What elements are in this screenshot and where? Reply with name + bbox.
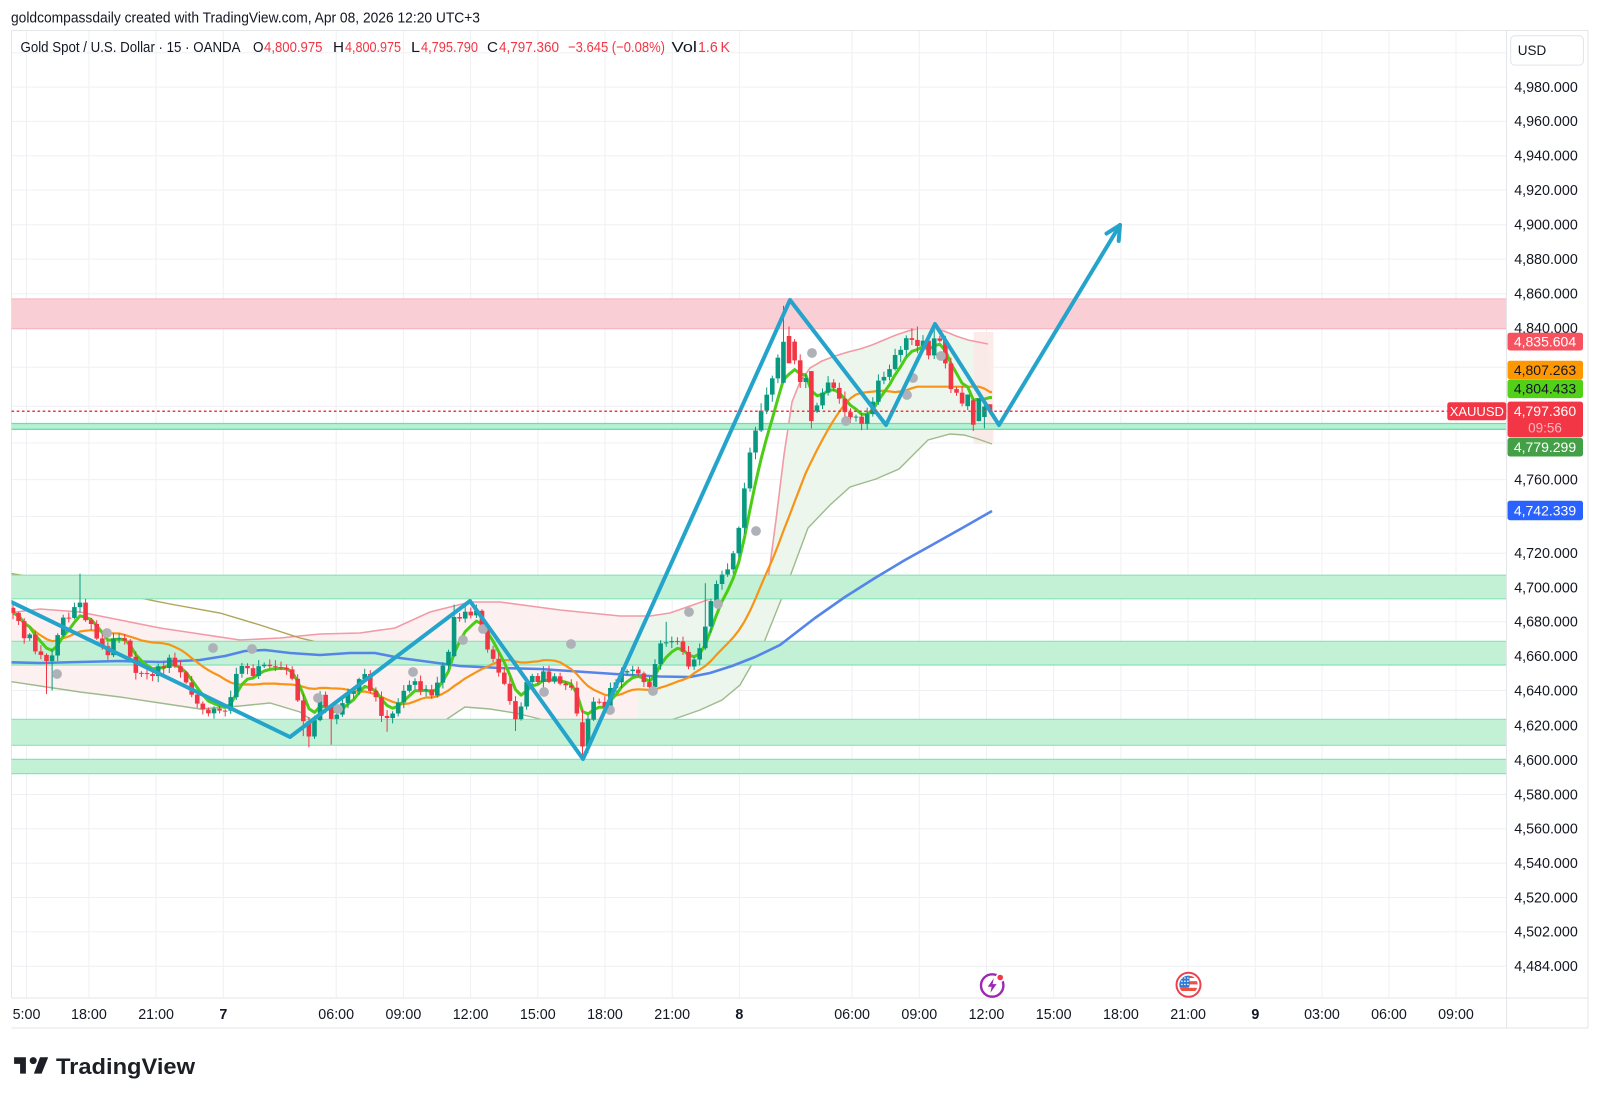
svg-text:21:00: 21:00 <box>654 1007 690 1023</box>
svg-text:4,960.000: 4,960.000 <box>1514 114 1578 130</box>
svg-text:4,920.000: 4,920.000 <box>1514 183 1578 199</box>
svg-text:12:00: 12:00 <box>453 1007 489 1023</box>
svg-text:4,835.604: 4,835.604 <box>1514 333 1576 349</box>
svg-text:21:00: 21:00 <box>138 1007 174 1023</box>
svg-text:4,779.299: 4,779.299 <box>1514 439 1576 455</box>
svg-text:4,940.000: 4,940.000 <box>1514 149 1578 165</box>
svg-text:4,600.000: 4,600.000 <box>1514 753 1578 769</box>
svg-text:4,520.000: 4,520.000 <box>1514 890 1578 906</box>
svg-text:8: 8 <box>735 1007 743 1023</box>
svg-text:06:00: 06:00 <box>1371 1007 1407 1023</box>
svg-text:4,620.000: 4,620.000 <box>1514 719 1578 735</box>
svg-text:12:00: 12:00 <box>969 1007 1005 1023</box>
svg-text:C: C <box>487 39 498 56</box>
svg-text:4,660.000: 4,660.000 <box>1514 649 1578 665</box>
svg-text:03:00: 03:00 <box>1304 1007 1340 1023</box>
svg-text:4,560.000: 4,560.000 <box>1514 822 1578 838</box>
svg-text:1.6 K: 1.6 K <box>698 39 730 56</box>
svg-text:4,804.433: 4,804.433 <box>1514 381 1576 397</box>
svg-text:4,720.000: 4,720.000 <box>1514 546 1578 562</box>
svg-text:4,880.000: 4,880.000 <box>1514 252 1578 268</box>
svg-text:XAUUSD: XAUUSD <box>1450 404 1504 419</box>
svg-text:18:00: 18:00 <box>1103 1007 1139 1023</box>
svg-text:goldcompassdaily created with: goldcompassdaily created with TradingVie… <box>11 10 480 27</box>
svg-text:4,580.000: 4,580.000 <box>1514 787 1578 803</box>
svg-text:4,540.000: 4,540.000 <box>1514 856 1578 872</box>
svg-text:4,502.000: 4,502.000 <box>1514 925 1578 941</box>
svg-text:09:00: 09:00 <box>1438 1007 1474 1023</box>
svg-text:4,795.790: 4,795.790 <box>421 39 478 56</box>
svg-text:4,700.000: 4,700.000 <box>1514 580 1578 596</box>
svg-text:06:00: 06:00 <box>318 1007 354 1023</box>
svg-text:TradingView: TradingView <box>56 1054 196 1079</box>
svg-text:9: 9 <box>1251 1007 1259 1023</box>
svg-text:4,640.000: 4,640.000 <box>1514 683 1578 699</box>
svg-text:4,800.975: 4,800.975 <box>345 39 401 56</box>
svg-text:−3.645 (−0.08%): −3.645 (−0.08%) <box>568 39 665 56</box>
svg-text:15:00: 15:00 <box>520 1007 556 1023</box>
svg-text:4,900.000: 4,900.000 <box>1514 218 1578 234</box>
svg-text:7: 7 <box>219 1007 227 1023</box>
svg-text:4,484.000: 4,484.000 <box>1514 959 1578 975</box>
svg-text:09:56: 09:56 <box>1528 420 1562 435</box>
svg-text:4,742.339: 4,742.339 <box>1514 502 1576 518</box>
svg-text:Vol: Vol <box>672 39 698 56</box>
svg-text:4,680.000: 4,680.000 <box>1514 615 1578 631</box>
svg-text:Gold Spot / U.S. Dollar · 15 ·: Gold Spot / U.S. Dollar · 15 · OANDA <box>21 39 241 56</box>
svg-text:USD: USD <box>1518 43 1547 58</box>
svg-text:4,807.263: 4,807.263 <box>1514 362 1576 378</box>
svg-text:18:00: 18:00 <box>587 1007 623 1023</box>
svg-text:09:00: 09:00 <box>901 1007 937 1023</box>
svg-text:5:00: 5:00 <box>13 1007 41 1023</box>
svg-text:4,800.975: 4,800.975 <box>264 39 323 56</box>
svg-text:4,980.000: 4,980.000 <box>1514 80 1578 96</box>
svg-text:4,860.000: 4,860.000 <box>1514 287 1578 303</box>
svg-text:21:00: 21:00 <box>1170 1007 1206 1023</box>
svg-text:15:00: 15:00 <box>1036 1007 1072 1023</box>
svg-text:4,797.360: 4,797.360 <box>499 39 559 56</box>
svg-text:H: H <box>333 39 344 56</box>
svg-text:L: L <box>411 39 420 56</box>
svg-text:4,797.360: 4,797.360 <box>1514 403 1576 419</box>
svg-text:4,760.000: 4,760.000 <box>1514 472 1578 488</box>
svg-text:18:00: 18:00 <box>71 1007 107 1023</box>
svg-text:09:00: 09:00 <box>386 1007 422 1023</box>
svg-text:O: O <box>253 39 264 56</box>
svg-text:06:00: 06:00 <box>834 1007 870 1023</box>
